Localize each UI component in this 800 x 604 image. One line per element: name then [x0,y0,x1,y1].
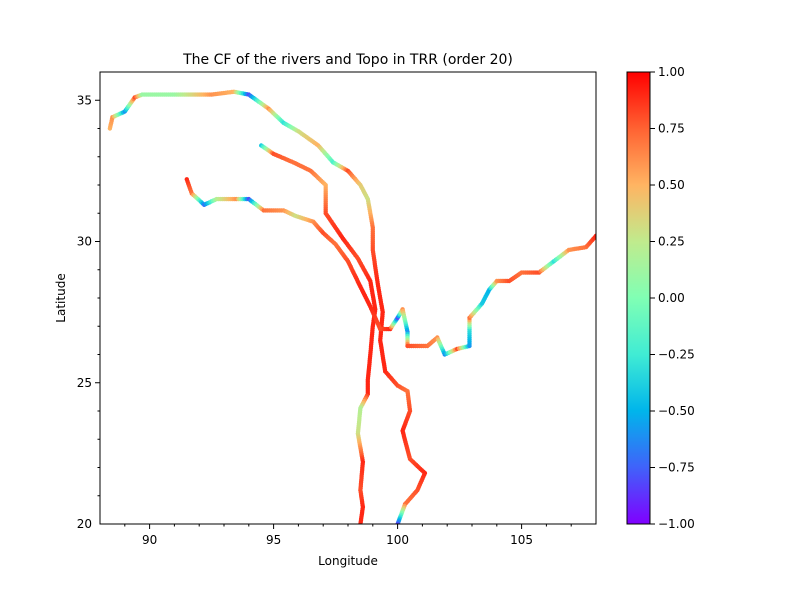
colorbar-tick-label: 0.75 [658,122,685,136]
x-axis-ticks: 90 95 100 105 [124,524,572,547]
x-axis-label: Longitude [318,554,378,568]
colorbar-tick-label: −0.50 [658,404,695,418]
y-tick-label: 30 [77,235,92,249]
river-3-point [593,233,596,239]
y-tick-label: 35 [77,93,92,107]
plot-frame [99,71,597,525]
y-axis-ticks: 20 25 30 35 [77,93,100,531]
colorbar-tick-label: 1.00 [658,65,685,79]
colorbar-tick-label: −0.75 [658,461,695,475]
chart-title: The CF of the rivers and Topo in TRR (or… [182,52,513,68]
colorbar [626,71,651,525]
colorbar-tick-label: 0.00 [658,291,685,305]
x-tick-label: 100 [386,533,409,547]
colorbar-tick-label: 0.50 [658,178,685,192]
x-tick-label: 105 [510,533,533,547]
y-tick-label: 20 [77,517,92,531]
river-2-point [358,521,363,524]
x-tick-label: 95 [266,533,281,547]
river-1-point [395,521,400,524]
data-marks [107,89,596,524]
colorbar-tick-label: 0.25 [658,235,685,249]
colorbar-tick-label: −0.25 [658,348,695,362]
y-tick-label: 25 [77,376,92,390]
colorbar-ticks: −1.00 −0.75 −0.50 −0.25 0.00 0.25 0.50 0.75 1.00 [650,65,695,531]
x-tick-label: 90 [142,533,157,547]
y-axis-label: Latitude [54,273,68,322]
colorbar-tick-label: −1.00 [658,517,695,531]
